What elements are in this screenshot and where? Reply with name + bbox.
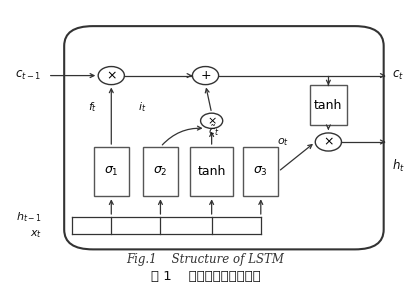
Bar xyxy=(143,147,178,196)
Text: $f_t$: $f_t$ xyxy=(88,100,97,114)
Text: $i_t$: $i_t$ xyxy=(138,100,146,114)
Text: $\times$: $\times$ xyxy=(207,116,217,126)
Circle shape xyxy=(201,113,223,129)
Text: $\times$: $\times$ xyxy=(106,69,117,82)
Text: $c_t$: $c_t$ xyxy=(392,69,404,82)
Bar xyxy=(310,86,347,125)
Circle shape xyxy=(315,133,342,151)
Text: $h_{t-1}$: $h_{t-1}$ xyxy=(16,210,42,224)
Text: $\sigma_1$: $\sigma_1$ xyxy=(104,165,119,178)
Circle shape xyxy=(192,66,219,85)
Text: $\sigma_3$: $\sigma_3$ xyxy=(254,165,268,178)
Text: $+$: $+$ xyxy=(200,69,211,82)
Text: $h_t$: $h_t$ xyxy=(392,158,405,174)
Text: tanh: tanh xyxy=(314,99,343,112)
Text: $\tilde{c}_t$: $\tilde{c}_t$ xyxy=(208,123,219,138)
FancyBboxPatch shape xyxy=(64,26,384,249)
Bar xyxy=(190,147,233,196)
Text: 图 1    长短时记忆网络结构: 图 1 长短时记忆网络结构 xyxy=(150,270,261,283)
Bar xyxy=(243,147,278,196)
Text: $\times$: $\times$ xyxy=(323,135,334,148)
Text: tanh: tanh xyxy=(197,165,226,178)
Text: Fig.1    Structure of LSTM: Fig.1 Structure of LSTM xyxy=(127,253,284,266)
Circle shape xyxy=(98,66,125,85)
Text: $\sigma_2$: $\sigma_2$ xyxy=(153,165,168,178)
Text: $o_t$: $o_t$ xyxy=(277,136,289,148)
Text: $x_t$: $x_t$ xyxy=(30,228,42,240)
Bar xyxy=(94,147,129,196)
Text: $c_{t-1}$: $c_{t-1}$ xyxy=(15,69,42,82)
